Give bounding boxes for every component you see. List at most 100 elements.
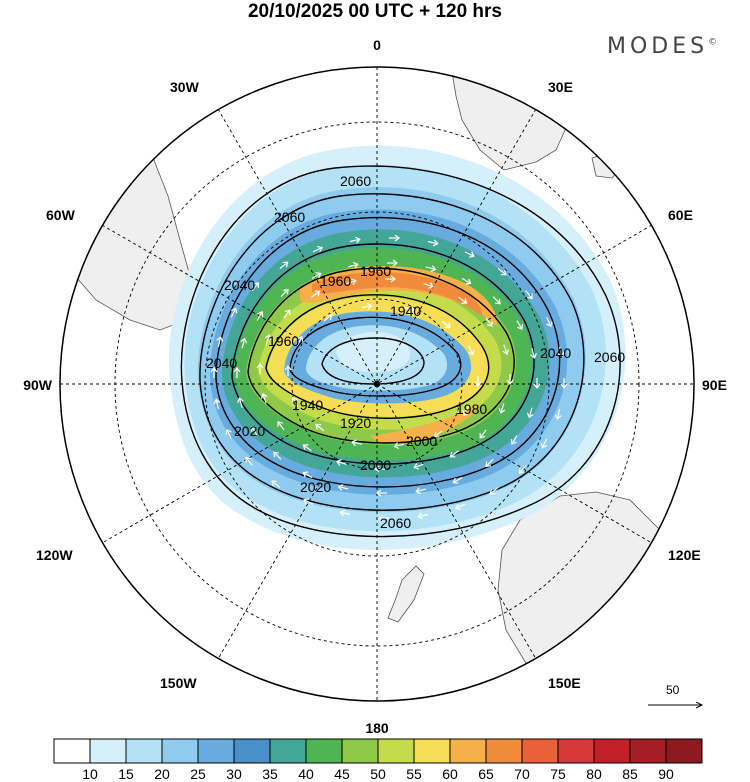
longitude-label-90e: 90E	[702, 377, 727, 393]
wind-vector-shaft	[468, 345, 474, 355]
wind-vector-shaft	[458, 296, 467, 304]
longitude-label-150w: 150W	[160, 675, 197, 691]
wind-vector-head	[510, 439, 517, 446]
wind-vector-head	[282, 288, 289, 295]
contour-label: 2020	[300, 479, 331, 495]
colorbar-swatch	[125, 738, 163, 764]
wind-vector-head	[240, 337, 248, 344]
wind-vector-head	[354, 236, 361, 244]
wind-vector-shaft	[238, 397, 243, 408]
contour-label: 2060	[594, 349, 625, 365]
wind-vector-head	[485, 461, 492, 468]
wind-vector-head	[517, 324, 524, 331]
wind-vector-shaft	[256, 311, 263, 321]
madagascar-landmass	[591, 149, 629, 179]
wind-vector-shaft	[489, 486, 499, 495]
colorbar-tick-label: 65	[478, 766, 494, 782]
wind-vector-shaft	[292, 397, 298, 407]
wind-vector-shaft	[425, 266, 436, 271]
brand-logo: MODES©	[607, 34, 717, 59]
wind-vector-shaft	[434, 430, 443, 438]
wind-vector-head	[376, 489, 382, 497]
colorbar-tick-label: 55	[406, 766, 422, 782]
wind-vector-shaft	[503, 344, 508, 355]
colorbar-swatch	[269, 738, 307, 764]
meridian-line	[101, 224, 653, 544]
wind-vector-shaft	[303, 499, 314, 505]
wind-vector-shaft	[303, 444, 312, 452]
wind-vector-head	[315, 423, 321, 430]
wind-vector-shaft	[413, 463, 424, 469]
wind-vector-shaft	[251, 282, 259, 292]
wind-vector-head	[546, 321, 553, 328]
wind-vector-head	[284, 365, 292, 371]
longitude-label-0: 0	[373, 37, 381, 53]
wind-vector-shaft	[215, 399, 219, 410]
wind-vector-shaft	[485, 317, 493, 327]
wind-vector-head	[335, 459, 342, 466]
wind-vector-shaft	[303, 472, 313, 479]
wind-vector-shaft	[283, 309, 291, 319]
wind-vector-shaft	[528, 407, 533, 418]
wind-vector-head	[366, 302, 373, 310]
colorbar-tick-label: 45	[334, 766, 350, 782]
wind-vector-head	[430, 265, 437, 272]
contour-label: 2040	[206, 355, 237, 371]
wind-vector-shaft	[500, 403, 505, 414]
longitude-label-120e: 120E	[668, 547, 701, 563]
wind-vector-head	[428, 282, 435, 289]
wind-vector-head	[277, 420, 283, 427]
contour-label: 1940	[292, 397, 323, 413]
wind-vector-shaft	[280, 289, 289, 298]
wind-vector-head	[413, 463, 420, 470]
wind-vector-shaft	[450, 450, 459, 458]
wind-vector-shaft	[453, 477, 463, 484]
colorbar-swatch	[53, 738, 91, 764]
wind-vector-shaft	[273, 451, 282, 460]
colorbar-swatch	[89, 738, 127, 764]
contour-labels: 2060 2060 2040 1960 1960 2040 2060 1940 …	[206, 173, 625, 531]
wind-vector-shaft	[559, 346, 563, 357]
colorbar-swatch	[485, 738, 523, 764]
meridian-line	[217, 108, 537, 660]
wind-vector-shaft	[346, 279, 357, 285]
longitude-labels: 0 180 90E 90W 30E 60E 120E 150E 30W 60W …	[23, 37, 727, 736]
wind-vector-shaft	[541, 438, 548, 449]
wind-vector-head	[506, 379, 514, 385]
wind-vector-head	[445, 322, 451, 329]
contour-1960	[265, 294, 490, 419]
wind-vector-head	[297, 335, 304, 342]
wind-vector-shaft	[340, 511, 351, 516]
contour-label: 1920	[340, 415, 371, 431]
contour-label: 2060	[340, 173, 371, 189]
contour-2060	[180, 165, 621, 538]
wind-vector-head	[390, 275, 396, 283]
wind-vector-shaft	[217, 336, 222, 347]
longitude-label-120w: 120W	[36, 547, 73, 563]
wind-vector-head	[314, 290, 321, 297]
wind-vector-shaft	[251, 426, 258, 436]
wind-vector-head	[282, 261, 289, 268]
longitude-label-90w: 90W	[23, 377, 53, 393]
contour-label: 1940	[390, 303, 421, 319]
wind-vector-head	[245, 456, 251, 463]
wind-vector-shaft	[351, 441, 362, 445]
contour-label: 2000	[406, 433, 437, 449]
wind-vector-head	[264, 334, 272, 341]
wind-vector-head	[498, 407, 506, 414]
colorbar-swatch	[629, 738, 667, 764]
colorbar-swatch	[665, 738, 703, 764]
contour-label: 1960	[360, 263, 391, 279]
wind-vector-shaft	[336, 460, 347, 465]
polar-map: 2060 2060 2040 1960 1960 2040 2060 1940 …	[23, 37, 727, 736]
wind-vector-head	[216, 336, 224, 342]
wind-vector-head	[350, 278, 357, 285]
australia-landmass	[497, 491, 694, 691]
wind-vector-head	[417, 512, 424, 520]
page-title: 20/10/2025 00 UTC + 120 hrs	[247, 1, 503, 22]
wind-vector-head	[449, 451, 456, 458]
wind-vector-head	[233, 367, 241, 373]
wind-vector-shaft	[315, 424, 325, 432]
wind-vector-head	[530, 353, 537, 359]
wind-vector-head	[303, 498, 310, 505]
